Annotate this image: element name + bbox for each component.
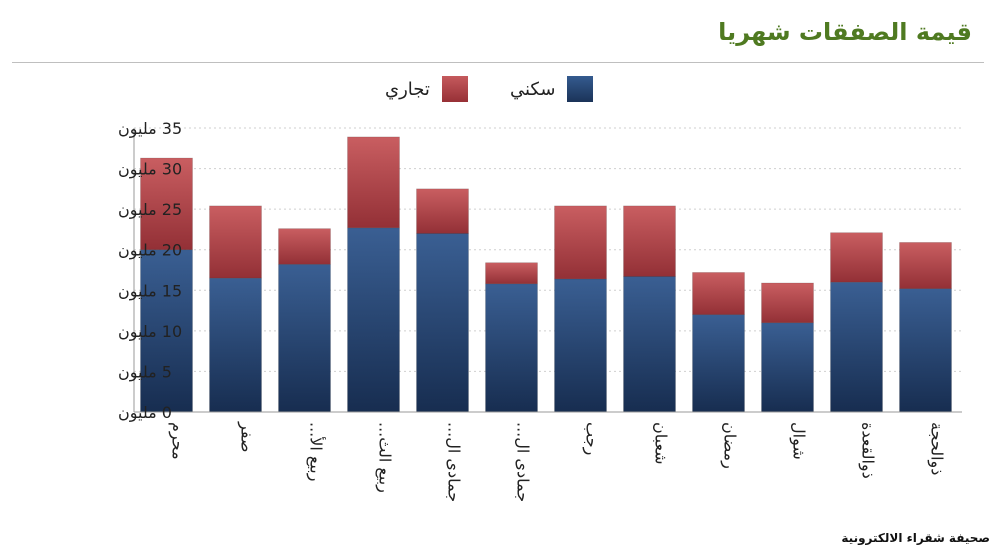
bar-residential bbox=[554, 278, 607, 413]
x-tick-label: ذوالقعدة bbox=[858, 422, 878, 479]
bar-commercial bbox=[416, 188, 469, 234]
y-tick-label: 35 مليون bbox=[118, 119, 182, 139]
x-tick-label: شعبان bbox=[652, 422, 671, 465]
legend-label-residential: سكني bbox=[510, 78, 556, 100]
bar-commercial bbox=[278, 228, 331, 265]
x-tick-label: محرم bbox=[168, 422, 188, 460]
bar-commercial bbox=[692, 272, 745, 315]
x-tick-label: جمادى ال... bbox=[514, 422, 533, 502]
title-divider bbox=[12, 62, 984, 63]
bar-commercial bbox=[347, 136, 400, 229]
legend-label-commercial: تجاري bbox=[385, 78, 430, 100]
bar-residential bbox=[623, 276, 676, 413]
legend-item-residential: سكني bbox=[510, 76, 594, 102]
bar-commercial bbox=[209, 205, 262, 279]
bar-residential bbox=[416, 233, 469, 413]
bar-residential bbox=[278, 264, 331, 413]
legend-swatch-commercial bbox=[441, 76, 468, 102]
x-tick-label: شوال bbox=[789, 422, 809, 460]
footer-credit: صحيفة شقراء الالكترونية bbox=[841, 531, 990, 545]
y-tick-label: 15 مليون bbox=[118, 281, 182, 301]
legend: سكني تجاري bbox=[0, 72, 1000, 104]
x-tick-label: ربيع الأ... bbox=[306, 422, 327, 481]
y-tick-label: 0 مليون bbox=[118, 403, 172, 423]
legend-item-commercial: تجاري bbox=[385, 76, 468, 102]
x-tick-label: صفر bbox=[237, 421, 257, 453]
bar-residential bbox=[485, 283, 538, 413]
bar-residential bbox=[347, 227, 400, 413]
bar-residential bbox=[899, 288, 952, 413]
bar-commercial bbox=[140, 157, 193, 251]
bar-commercial bbox=[485, 262, 538, 285]
bar-residential bbox=[830, 281, 883, 413]
bar-commercial bbox=[899, 242, 952, 289]
x-tick-label: ربيع الث... bbox=[375, 422, 395, 493]
y-tick-label: 20 مليون bbox=[118, 241, 182, 261]
bar-commercial bbox=[830, 232, 883, 283]
bar-commercial bbox=[554, 205, 607, 280]
bar-residential bbox=[140, 249, 193, 413]
bar-commercial bbox=[761, 282, 814, 324]
bar-commercial bbox=[623, 205, 676, 277]
y-tick-label: 5 مليون bbox=[118, 362, 172, 382]
y-tick-label: 10 مليون bbox=[118, 322, 182, 342]
bar-residential bbox=[761, 322, 814, 413]
chart-title: قيمة الصفقات شهريا bbox=[718, 18, 972, 46]
bar-residential bbox=[692, 314, 745, 413]
x-tick-label: جمادى ال... bbox=[445, 422, 464, 502]
bar-residential bbox=[209, 277, 262, 413]
x-tick-label: ذوالحجة bbox=[927, 422, 947, 475]
x-tick-label: رمضان bbox=[720, 422, 740, 469]
x-tick-label: رجب bbox=[582, 422, 602, 455]
legend-swatch-residential bbox=[567, 76, 594, 102]
y-tick-label: 30 مليون bbox=[118, 160, 182, 180]
y-tick-label: 25 مليون bbox=[118, 200, 182, 220]
